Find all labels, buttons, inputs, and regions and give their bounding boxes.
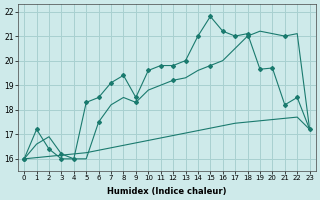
X-axis label: Humidex (Indice chaleur): Humidex (Indice chaleur): [107, 187, 227, 196]
